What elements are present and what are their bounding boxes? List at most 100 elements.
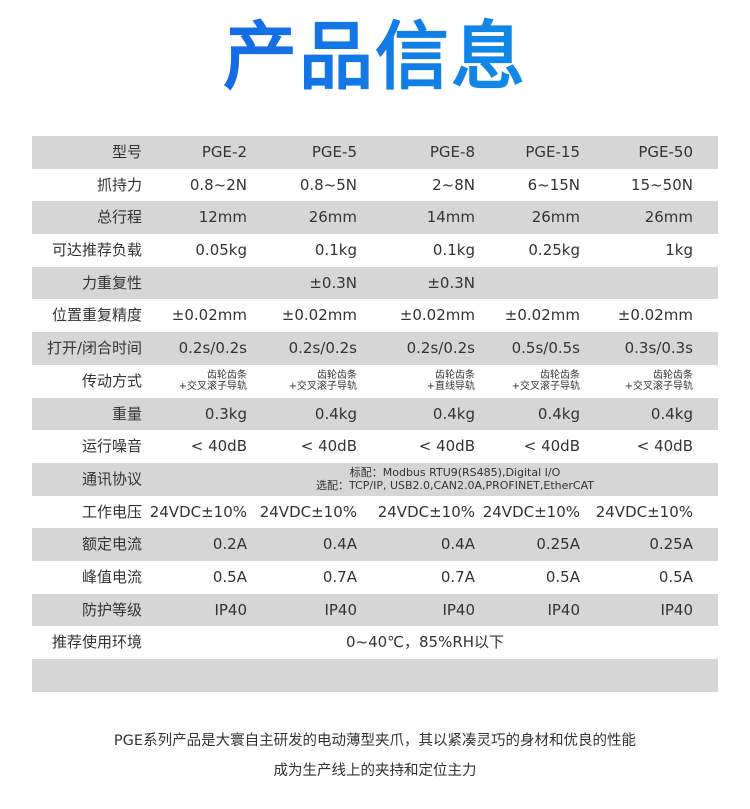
table-cell: 0.4kg [537, 404, 580, 423]
table-cell: 24VDC±10% [149, 502, 247, 521]
table-cell: 2~8N [432, 175, 475, 194]
table-cell: 6~15N [527, 175, 580, 194]
table-cell: ±0.3N [427, 273, 475, 292]
table-cell: < 40dB [636, 437, 693, 456]
table-cell: 0.25A [649, 535, 693, 554]
table-cell: 0.3s/0.3s [624, 339, 693, 358]
table-cell: 0.2s/0.2s [406, 339, 475, 358]
environment-cell: 0~40℃，85%RH以下 [345, 633, 505, 652]
table-cell: < 40dB [418, 437, 475, 456]
table-cell: 0.1kg [314, 241, 357, 260]
cell-line: 齿轮齿条 [317, 370, 357, 382]
table-cell: ±0.3N [309, 273, 357, 292]
table-cell: PGE-5 [311, 143, 357, 161]
footer-description-line-1: PGE系列产品是大寰自主研发的电动薄型夹爪，其以紧凑灵巧的身材和优良的性能 [113, 733, 637, 749]
table-cell: 0.4A [440, 535, 475, 554]
protocol-cell: 标配：Modbus RTU9(RS485),Digital I/O 选配：TCP/… [192, 463, 718, 496]
row-label: 工作电压 [81, 502, 142, 521]
table-cell: 24VDC±10% [482, 502, 580, 521]
row-label: 打开/闭合时间 [46, 339, 142, 358]
table-row: 可达推荐负载 0.05kg 0.1kg 0.1kg 0.25kg 1kg [32, 234, 718, 267]
cell-line: +交叉滚子导轨 [511, 381, 580, 393]
table-cell: IP40 [324, 600, 357, 619]
table-cell: 0.25kg [528, 241, 580, 260]
table-cell: 齿轮齿条 +交叉滚子导轨 [512, 365, 580, 398]
table-cell: PGE-8 [429, 143, 475, 161]
table-cell: ±0.02mm [617, 306, 693, 325]
table-cell: ±0.02mm [399, 306, 475, 325]
row-label: 额定电流 [81, 535, 142, 554]
row-label: 防护等级 [81, 600, 142, 619]
cell-line: +交叉滚子导轨 [288, 381, 357, 393]
table-cell: 0.5A [658, 567, 693, 586]
row-label: 通讯协议 [81, 469, 142, 488]
table-cell: PGE-15 [525, 143, 580, 161]
table-cell: 14mm [426, 208, 475, 227]
table-row: 位置重复精度 ±0.02mm ±0.02mm ±0.02mm ±0.02mm ±0.02m… [32, 299, 718, 332]
cell-line: 齿轮齿条 [435, 370, 475, 382]
table-cell: 0.2s/0.2s [178, 339, 247, 358]
table-cell: 0.1kg [432, 241, 475, 260]
row-label: 位置重复精度 [51, 306, 142, 325]
table-cell: 1kg [665, 241, 693, 260]
table-row: 推荐使用环境 0~40℃，85%RH以下 [32, 626, 718, 659]
row-label: 型号 [111, 143, 142, 161]
table-cell: 0.3kg [204, 404, 247, 423]
table-cell: 0.7A [322, 567, 357, 586]
table-cell: IP40 [214, 600, 247, 619]
table-cell: ±0.02mm [281, 306, 357, 325]
table-cell: 0.25A [536, 535, 580, 554]
row-label: 总行程 [96, 208, 142, 227]
table-cell: 0.7A [440, 567, 475, 586]
table-cell: 26mm [308, 208, 357, 227]
table-row-blank [32, 659, 718, 692]
cell-line: 齿轮齿条 [207, 370, 247, 382]
cell-line: 齿轮齿条 [540, 370, 580, 382]
table-cell: 26mm [531, 208, 580, 227]
table-row: 防护等级 IP40 IP40 IP40 IP40 IP40 [32, 593, 718, 627]
table-cell: 齿轮齿条 +交叉滚子导轨 [179, 365, 247, 398]
cell-line: +交叉滚子导轨 [178, 381, 247, 393]
table-cell: 0.05kg [195, 241, 247, 260]
table-cell: PGE-50 [638, 143, 693, 161]
table-cell: 24VDC±10% [595, 502, 693, 521]
table-row: 重量 0.3kg 0.4kg 0.4kg 0.4kg 0.4kg [32, 397, 718, 431]
table-cell: 26mm [644, 208, 693, 227]
table-cell: 24VDC±10% [377, 502, 475, 521]
table-row: 峰值电流 0.5A 0.7A 0.7A 0.5A 0.5A [32, 561, 718, 594]
table-cell: 0.4kg [650, 404, 693, 423]
table-cell: 0.4kg [314, 404, 357, 423]
table-row: 传动方式 齿轮齿条 +交叉滚子导轨 齿轮齿条 +交叉滚子导轨 齿轮齿条 +直线导轨 齿轮齿条 +… [32, 365, 718, 398]
page-title: 产品信息 [0, 12, 750, 102]
table-cell: 0.5A [545, 567, 580, 586]
table-row: 力重复性 ±0.3N ±0.3N [32, 266, 718, 300]
table-cell: 0.8~5N [299, 175, 357, 194]
cell-line: 齿轮齿条 [653, 370, 693, 382]
table-cell: < 40dB [523, 437, 580, 456]
row-label: 重量 [111, 404, 142, 423]
cell-line: +交叉滚子导轨 [624, 381, 693, 393]
footer-description-line-2: 成为生产线上的夹持和定位主力 [273, 763, 477, 779]
table-row: 打开/闭合时间 0.2s/0.2s 0.2s/0.2s 0.2s/0.2s 0.5s/0… [32, 332, 718, 365]
row-label: 抓持力 [96, 175, 142, 194]
table-cell: IP40 [660, 600, 693, 619]
table-row: 通讯协议 标配：Modbus RTU9(RS485),Digital I/O 选配：… [32, 462, 718, 496]
table-cell: < 40dB [300, 437, 357, 456]
row-label: 可达推荐负载 [51, 241, 142, 260]
table-cell: 12mm [198, 208, 247, 227]
row-label: 峰值电流 [81, 567, 142, 586]
table-cell: 0.4A [322, 535, 357, 554]
table-row: 运行噪音 < 40dB < 40dB < 40dB < 40dB < 40dB [32, 430, 718, 463]
table-cell: 0.2A [212, 535, 247, 554]
row-label: 传动方式 [81, 371, 142, 390]
row-label: 运行噪音 [81, 437, 142, 456]
protocol-line: 标配：Modbus RTU9(RS485),Digital I/O [349, 466, 561, 480]
table-cell: PGE-2 [201, 143, 247, 161]
protocol-line: 选配：TCP/IP, USB2.0,CAN2.0A,PROFINET,Ether… [316, 479, 594, 493]
table-cell: IP40 [547, 600, 580, 619]
table-cell: 15~50N [631, 175, 693, 194]
row-label: 力重复性 [81, 273, 142, 292]
table-cell: < 40dB [190, 437, 247, 456]
table-cell: ±0.02mm [504, 306, 580, 325]
table-cell: 齿轮齿条 +交叉滚子导轨 [625, 365, 693, 398]
